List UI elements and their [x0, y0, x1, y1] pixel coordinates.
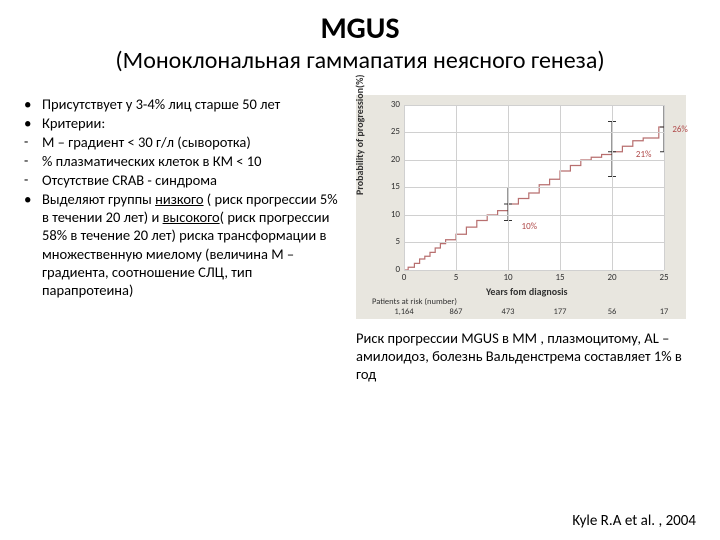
patients-at-risk-value: 177	[543, 307, 577, 317]
dash-icon: -	[24, 152, 42, 170]
page-subtitle: (Моноклональная гаммапатия неясного гене…	[24, 47, 696, 75]
dash-icon: -	[24, 171, 42, 189]
chart-annotation: 26%	[672, 124, 688, 135]
patients-at-risk-value: 473	[491, 307, 525, 317]
list-item-text: Критерии:	[42, 114, 105, 132]
list-item: -% плазматических клеток в КМ < 10	[24, 152, 344, 170]
bullet-icon: •	[24, 114, 42, 132]
list-item-text: Выделяют группы низкого ( риск прогресси…	[42, 190, 344, 299]
list-item: -Отсутствие CRAB - синдрома	[24, 171, 344, 189]
y-axis-title: Probability of progression(%)	[353, 74, 366, 195]
citation: Kyle R.A et al. , 2004	[572, 512, 696, 530]
bullet-icon: •	[24, 190, 42, 299]
list-item: •Присутствует у 3-4% лиц старше 50 лет	[24, 95, 344, 113]
chart-annotation: 21%	[636, 149, 652, 160]
y-tick-label: 10	[382, 209, 400, 220]
list-item: •Критерии:	[24, 114, 344, 132]
x-tick-label: 0	[389, 272, 419, 283]
list-item-text: Присутствует у 3-4% лиц старше 50 лет	[42, 95, 280, 113]
list-item-text: М – градиент < 30 г/л (сыворотка)	[42, 133, 251, 151]
list-item: -М – градиент < 30 г/л (сыворотка)	[24, 133, 344, 151]
x-tick-label: 10	[493, 272, 523, 283]
x-tick-label: 5	[441, 272, 471, 283]
x-tick-label: 15	[545, 272, 575, 283]
list-item-text: Отсутствие CRAB - синдрома	[42, 171, 217, 189]
patients-at-risk-value: 867	[439, 307, 473, 317]
list-item: •Выделяют группы низкого ( риск прогресс…	[24, 190, 344, 299]
bullet-list: •Присутствует у 3-4% лиц старше 50 лет•К…	[24, 95, 344, 383]
x-tick-label: 20	[597, 272, 627, 283]
patients-at-risk-value: 56	[595, 307, 629, 317]
y-tick-label: 5	[382, 236, 400, 247]
patients-at-risk-label: Patients at risk (number)	[372, 297, 457, 307]
patients-at-risk-value: 1,164	[387, 307, 421, 317]
x-tick-label: 25	[649, 272, 679, 283]
list-item-text: % плазматических клеток в КМ < 10	[42, 152, 261, 170]
km-chart: Probability of progression(%) Years fom …	[356, 95, 686, 319]
y-tick-label: 25	[382, 126, 400, 137]
x-axis-title: Years fom diagnosis	[486, 285, 568, 298]
page-title: MGUS	[24, 10, 696, 47]
y-tick-label: 20	[382, 154, 400, 165]
chart-annotation: 10%	[522, 221, 538, 232]
right-column: Probability of progression(%) Years fom …	[356, 95, 696, 383]
bullet-icon: •	[24, 95, 42, 113]
y-tick-label: 15	[382, 181, 400, 192]
dash-icon: -	[24, 133, 42, 151]
content-row: •Присутствует у 3-4% лиц старше 50 лет•К…	[24, 95, 696, 383]
patients-at-risk-value: 17	[647, 307, 681, 317]
y-tick-label: 30	[382, 99, 400, 110]
chart-caption: Риск прогрессии MGUS в ММ , плазмоцитому…	[356, 329, 696, 383]
plot-area	[404, 105, 664, 270]
